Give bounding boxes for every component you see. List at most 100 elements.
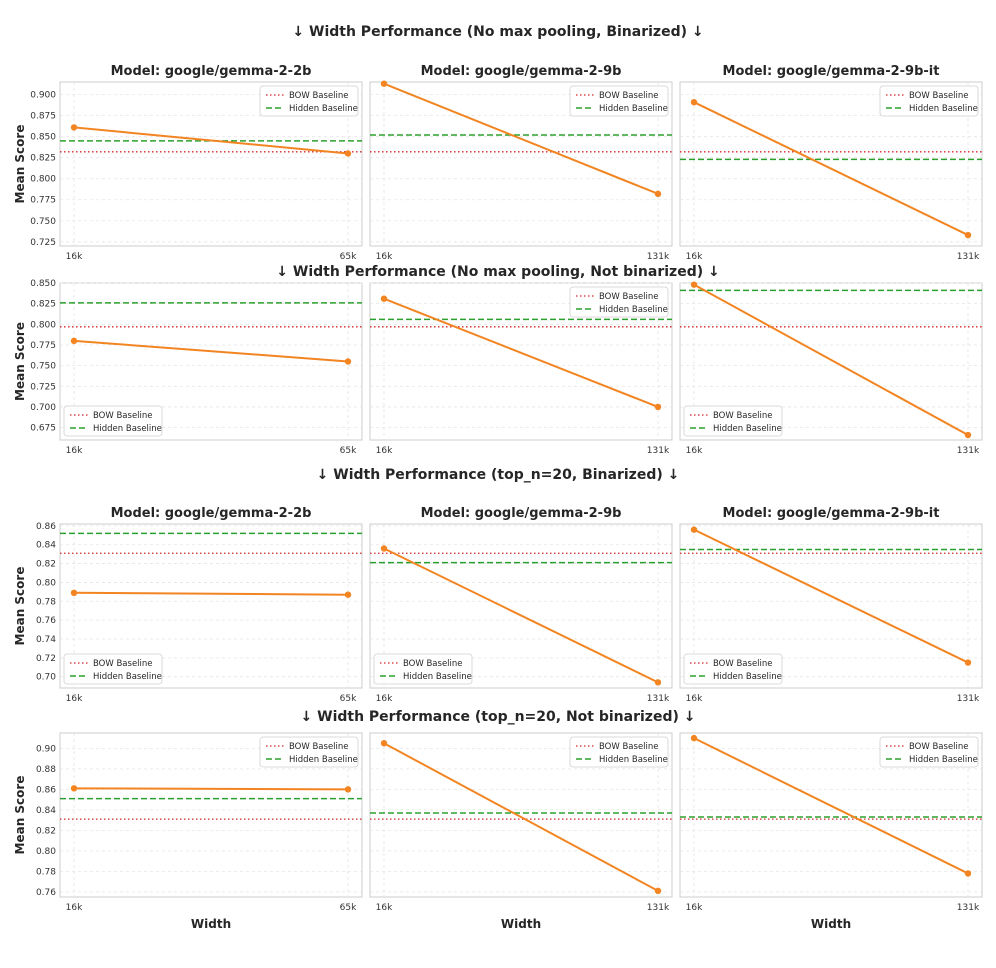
legend-box <box>879 85 979 117</box>
legend-hidden-label: Hidden Baseline <box>599 755 668 765</box>
legend: BOW Baseline Hidden Baseline <box>259 85 359 117</box>
data-point <box>690 734 698 742</box>
data-point <box>70 124 78 131</box>
series-line <box>383 297 659 408</box>
x-tick-label: 131k <box>957 252 980 262</box>
legend: BOW Baseline Hidden Baseline <box>569 286 669 318</box>
legend-box <box>63 653 163 685</box>
data-point <box>70 337 78 345</box>
series-line <box>693 528 969 664</box>
series-line <box>73 339 349 363</box>
series-line <box>693 101 969 236</box>
legend-box <box>569 85 669 117</box>
plot-area <box>679 732 983 898</box>
x-axis-label: Width <box>501 917 541 931</box>
legend-bow-label: BOW Baseline <box>93 659 153 669</box>
legend-hidden-label: Hidden Baseline <box>909 104 978 114</box>
chart-panel: 0.725 0.750 0.775 0.800 0.825 0.850 0.875 0.900… <box>13 64 363 262</box>
legend-bow-label: BOW Baseline <box>909 91 969 101</box>
legend-bow-label: BOW Baseline <box>909 742 969 752</box>
legend-box <box>683 405 783 437</box>
y-tick-label: 0.725 <box>30 238 56 248</box>
legend: BOW Baseline Hidden Baseline <box>373 653 473 685</box>
section-title: ↓ Width Performance (top_n=20, Binarized… <box>317 467 680 483</box>
legend-bow-label: BOW Baseline <box>599 292 659 302</box>
x-tick-label: 16k <box>66 446 83 456</box>
legend-bow-label: BOW Baseline <box>599 742 659 752</box>
panel-title: Model: google/gemma-2-2b <box>111 64 312 79</box>
legend-hidden-label: Hidden Baseline <box>93 424 162 434</box>
y-tick-label: 0.78 <box>36 867 56 877</box>
y-tick-label: 0.76 <box>36 616 56 626</box>
x-tick-label: 131k <box>957 446 980 456</box>
y-tick-label: 0.72 <box>36 654 56 664</box>
y-tick-label: 0.775 <box>30 196 56 206</box>
legend-hidden-label: Hidden Baseline <box>909 755 978 765</box>
y-tick-label: 0.90 <box>36 744 56 754</box>
series-line <box>693 283 969 436</box>
chart-panel: 16k 131k BOW Baseline Hidden Baseline Model:… <box>369 506 673 704</box>
legend: BOW Baseline Hidden Baseline <box>569 85 669 117</box>
section-title: ↓ Width Performance (No max pooling, Not… <box>276 264 719 280</box>
data-point <box>344 591 352 598</box>
legend: BOW Baseline Hidden Baseline <box>63 653 163 685</box>
legend-box <box>569 736 669 768</box>
y-axis-label: Mean Score <box>13 567 27 646</box>
x-tick-label: 16k <box>66 694 83 704</box>
chart-panel: 0.70 0.72 0.74 0.76 0.78 0.80 0.82 0.84 0.86 16k 6… <box>13 506 363 704</box>
data-point <box>964 431 972 439</box>
x-tick-label: 65k <box>340 252 357 262</box>
legend-bow-label: BOW Baseline <box>93 411 153 421</box>
x-tick-label: 16k <box>376 252 393 262</box>
legend-hidden-label: Hidden Baseline <box>289 755 358 765</box>
y-tick-label: 0.900 <box>30 91 56 101</box>
legend: BOW Baseline Hidden Baseline <box>879 736 979 768</box>
y-axis-label: Mean Score <box>13 322 27 401</box>
x-tick-label: 131k <box>647 694 670 704</box>
legend-bow-label: BOW Baseline <box>289 742 349 752</box>
x-tick-label: 16k <box>686 903 703 913</box>
y-tick-label: 0.80 <box>36 847 56 857</box>
x-tick-label: 131k <box>957 903 980 913</box>
legend-box <box>683 653 783 685</box>
x-tick-label: 65k <box>340 903 357 913</box>
legend-hidden-label: Hidden Baseline <box>599 305 668 315</box>
legend-box <box>569 286 669 318</box>
panel-title: Model: google/gemma-2-2b <box>111 506 312 521</box>
x-tick-label: 16k <box>376 903 393 913</box>
series-line <box>383 82 659 195</box>
chart-panel: 16k 131k BOW Baseline Hidden Baseline <box>679 281 983 456</box>
legend: BOW Baseline Hidden Baseline <box>683 405 783 437</box>
x-tick-label: 16k <box>66 903 83 913</box>
y-tick-label: 0.86 <box>36 522 56 532</box>
data-point <box>690 526 698 533</box>
series-line <box>383 742 659 892</box>
y-tick-label: 0.775 <box>30 341 56 351</box>
data-point <box>380 545 388 552</box>
legend-hidden-label: Hidden Baseline <box>713 672 782 682</box>
legend: BOW Baseline Hidden Baseline <box>683 653 783 685</box>
y-tick-label: 0.84 <box>36 541 56 551</box>
legend-hidden-label: Hidden Baseline <box>403 672 472 682</box>
y-tick-label: 0.76 <box>36 888 56 898</box>
data-point <box>964 870 972 877</box>
x-tick-label: 16k <box>376 446 393 456</box>
panel-title: Model: google/gemma-2-9b <box>421 506 622 521</box>
x-tick-label: 16k <box>66 252 83 262</box>
data-point <box>344 150 352 157</box>
x-tick-label: 131k <box>647 446 670 456</box>
section-title: ↓ Width Performance (No max pooling, Bin… <box>292 24 703 40</box>
data-point <box>654 887 662 895</box>
x-tick-label: 16k <box>686 446 703 456</box>
legend-bow-label: BOW Baseline <box>403 659 463 669</box>
chart-panel: 16k 131k BOW Baseline Hidden Baseline <box>369 282 673 456</box>
data-point <box>690 98 698 106</box>
y-tick-label: 0.88 <box>36 765 56 775</box>
data-point <box>344 786 352 793</box>
y-tick-label: 0.875 <box>30 112 56 122</box>
y-tick-label: 0.82 <box>36 560 56 570</box>
section-title: ↓ Width Performance (top_n=20, Not binar… <box>301 709 696 725</box>
y-tick-label: 0.74 <box>36 635 56 645</box>
y-tick-label: 0.86 <box>36 785 56 795</box>
